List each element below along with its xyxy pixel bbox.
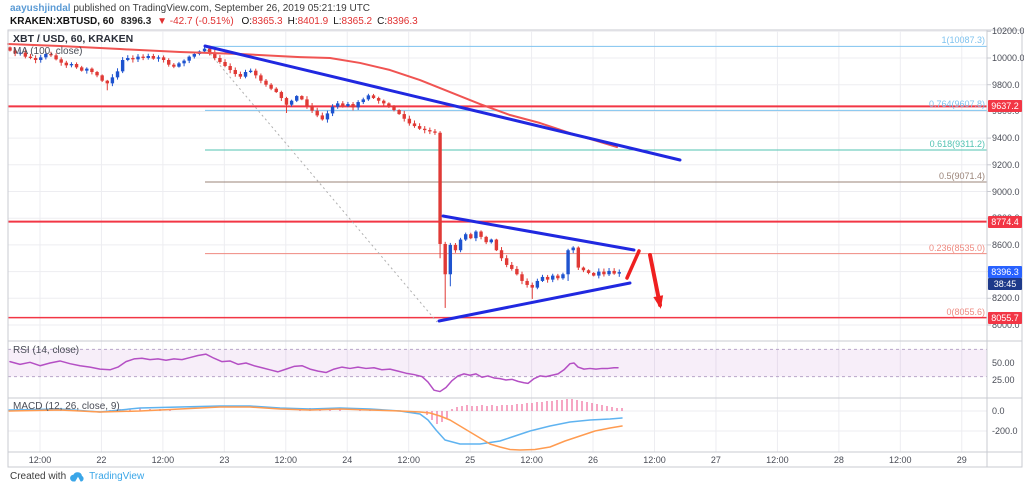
tradingview-logo-icon: [70, 472, 84, 482]
price-tick-label: 8000.0: [992, 320, 1020, 330]
ohlc-value: 8396.3: [387, 16, 418, 27]
time-tick-label: 12:00: [520, 455, 543, 465]
price-tick-label: 10200.0: [992, 26, 1024, 37]
price-tick-label: 9800.0: [992, 79, 1020, 90]
time-tick-label: 28: [833, 455, 844, 465]
ohlc-values: O:8365.3 H:8401.9 L:8365.2 C:8396.3: [236, 16, 417, 27]
fib-level-label: 0.5(9071.4): [938, 170, 985, 181]
time-tick-label: 12:00: [889, 455, 912, 465]
time-tick-label: 12:00: [28, 455, 52, 465]
tradingview-link[interactable]: TradingView: [89, 471, 145, 482]
dotted-guide-line[interactable]: [206, 49, 438, 323]
drawn-arrows: [625, 249, 664, 309]
time-tick-label: 22: [96, 455, 107, 465]
fib-level-label: 0.236(8535.0): [928, 242, 985, 253]
macd-tick-label: 0.0: [992, 406, 1005, 416]
ohlc-value: 8365.3: [252, 16, 283, 27]
ohlc-label: O:: [241, 16, 252, 27]
time-tick-label: 27: [710, 455, 721, 465]
price-axis[interactable]: [987, 30, 1022, 452]
ma-100-line: [7, 42, 618, 149]
time-tick-label: 12:00: [274, 455, 298, 465]
publish-info: aayushjindal published on TradingView.co…: [10, 2, 370, 15]
time-tick-label: 26: [588, 455, 599, 465]
pane-title-main: XBT / USD, 60, KRAKEN: [13, 33, 134, 45]
time-tick-label: 25: [465, 455, 476, 465]
last-price: 8396.3: [120, 16, 152, 27]
footer: Created with TradingView: [10, 471, 144, 482]
time-tick-label: 12:00: [643, 455, 666, 465]
time-tick-label: 12:00: [151, 455, 175, 465]
fib-level-label: 1(10087.3): [941, 35, 985, 46]
chart-frame: [7, 29, 1023, 468]
macd-tick-label: -200.0: [992, 426, 1018, 436]
ohlc-value: 8401.9: [297, 16, 329, 27]
time-tick-label: 12:00: [766, 455, 789, 465]
author-link[interactable]: aayushjindal: [10, 3, 71, 14]
time-tick-label: 24: [342, 455, 353, 465]
fib-level-label: 0.764(9607.8): [928, 99, 985, 110]
fib-retracement: [205, 45, 987, 319]
price-tick-label: 8600.0: [992, 239, 1020, 250]
price-line-label: 8055.7: [988, 311, 1022, 324]
rsi-tick-label: 25.00: [992, 375, 1015, 385]
time-tick-label: 29: [956, 455, 967, 465]
ma-legend[interactable]: MA (100, close): [13, 46, 83, 57]
price-tick-label: 9000.0: [992, 186, 1020, 197]
macd-line: [8, 405, 623, 445]
rsi-line: [9, 353, 619, 393]
publish-text: published on TradingView.com, September …: [70, 3, 371, 14]
price-change: ▼ -42.7 (-0.51%): [157, 16, 234, 27]
time-tick-label: 23: [219, 455, 230, 465]
created-with-text: Created with: [10, 471, 67, 482]
ohlc-label: H:: [287, 16, 298, 27]
fib-level-label: 0.618(9311.2): [929, 138, 985, 149]
price-tick-label: 10000.0: [992, 53, 1024, 63]
symbol-label: KRAKEN:XBTUSD, 60: [10, 16, 114, 27]
fib-level-label: 0(8055.6): [946, 306, 985, 317]
time-tick-label: 12:00: [397, 455, 420, 465]
ohlc-value: 8365.2: [341, 16, 373, 27]
symbol-info-bar: KRAKEN:XBTUSD, 60 8396.3 ▼ -42.7 (-0.51%…: [10, 15, 418, 28]
horizontal-lines: [8, 105, 987, 319]
rsi-tick-label: 50.00: [992, 358, 1015, 368]
bar-countdown: 38:45: [988, 278, 1022, 291]
ohlc-label: C:: [377, 16, 388, 27]
price-tick-label: 9400.0: [992, 133, 1020, 144]
price-line-label: 8774.4: [988, 215, 1022, 228]
last-price-label: 8396.3: [988, 266, 1022, 279]
macd-legend[interactable]: MACD (12, 26, close, 9): [13, 401, 120, 412]
candles-layer: [8, 45, 621, 308]
rsi-band: [8, 348, 987, 378]
price-line-label: 9637.2: [988, 100, 1022, 113]
trend-lines: [203, 44, 682, 323]
rsi-legend[interactable]: RSI (14, close): [13, 345, 80, 356]
price-tick-label: 9200.0: [992, 159, 1020, 170]
ohlc-label: L:: [333, 16, 342, 27]
macd-signal-line: [8, 406, 623, 451]
time-axis[interactable]: [8, 452, 987, 467]
price-tick-label: 8200.0: [992, 293, 1020, 304]
